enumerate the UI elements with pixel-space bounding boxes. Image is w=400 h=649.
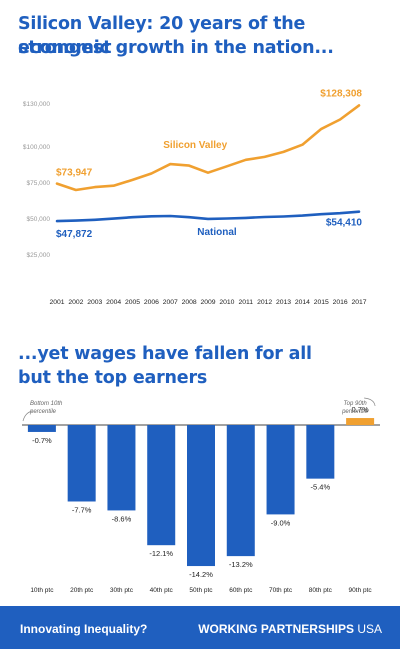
headline-bottom-line-2: but the top earners: [18, 368, 208, 388]
x-tick-label: 2008: [182, 299, 197, 306]
headline-top-line-1: Silicon Valley: 20 years of the stronges…: [18, 14, 306, 58]
annotation-text: percentile: [341, 409, 369, 415]
bar: [67, 425, 96, 502]
bar-value-label: -14.2%: [189, 570, 213, 579]
y-tick-label: $50,000: [27, 216, 51, 223]
bar: [27, 425, 56, 432]
category-label: 80th ptc: [309, 587, 333, 594]
bar: [187, 425, 215, 567]
headline-bottom-line-1: ...yet wages have fallen for all: [18, 344, 312, 364]
bar: [147, 425, 176, 546]
bar-value-label: -0.7%: [32, 436, 52, 445]
x-tick-label: 2011: [238, 299, 253, 306]
footer-brand-suffix: USA: [353, 622, 382, 636]
bar: [306, 425, 335, 479]
category-label: 30th ptc: [110, 587, 134, 594]
x-tick-label: 2009: [200, 299, 215, 306]
category-label: 60th ptc: [229, 587, 253, 594]
wage-change-bar-chart: -0.7% 10th ptc -7.7% 20th ptc -8.6% 30th ptc -…: [22, 397, 380, 594]
category-label: 90th ptc: [349, 587, 373, 594]
x-tick-label: 2005: [125, 299, 140, 306]
bar: [266, 425, 295, 515]
x-tick-label: 2012: [257, 299, 272, 306]
bar-value-label: -8.6%: [112, 514, 132, 523]
annotation-arrow: [22, 410, 33, 422]
x-tick-label: 2010: [219, 299, 234, 306]
x-tick-label: 2014: [295, 299, 310, 306]
silicon-valley-end-label: $128,308: [320, 88, 362, 99]
bar: [226, 425, 255, 557]
x-tick-label: 2006: [144, 299, 159, 306]
bar-value-label: 0.7%: [352, 405, 369, 414]
x-tick-label: 2016: [333, 299, 348, 306]
category-label: 20th ptc: [70, 587, 94, 594]
category-label: 40th ptc: [150, 587, 174, 594]
y-tick-label: $130,000: [23, 101, 50, 108]
bar-value-label: -7.7%: [72, 505, 92, 514]
national-line: [55, 210, 361, 223]
footer-bar: Innovating Inequality? WORKING PARTNERSH…: [0, 606, 400, 649]
x-tick-label: 2013: [276, 299, 291, 306]
bar-value-label: -5.4%: [311, 483, 331, 492]
footer-tagline: Innovating Inequality?: [20, 622, 148, 636]
bar-value-label: -12.1%: [149, 549, 173, 558]
footer-brand: WORKING PARTNERSHIPS USA: [198, 622, 382, 636]
annotation-arrow: [364, 397, 376, 407]
category-label: 70th ptc: [269, 587, 293, 594]
y-tick-label: $75,000: [27, 180, 51, 187]
income-line-chart: $25,000 $50,000 $75,000 $100,000 $130,000 200…: [23, 88, 367, 306]
annotation-text: Top 90th: [344, 401, 368, 407]
bar-value-label: -9.0%: [271, 518, 291, 527]
silicon-valley-series-label: Silicon Valley: [163, 140, 227, 151]
category-label: 50th ptc: [189, 587, 213, 594]
silicon-valley-start-label: $73,947: [56, 168, 93, 179]
annotation-text: Bottom 10th: [30, 401, 63, 407]
x-tick-label: 2002: [68, 299, 83, 306]
bar: [107, 425, 136, 511]
x-tick-label: 2003: [87, 299, 102, 306]
x-tick-label: 2007: [163, 299, 178, 306]
category-label: 10th ptc: [30, 587, 54, 594]
bar-value-label: -13.2%: [229, 560, 253, 569]
x-tick-label: 2004: [106, 299, 121, 306]
headline-top-line-2: economic growth in the nation...: [18, 38, 334, 58]
silicon-valley-line: [55, 104, 361, 192]
x-tick-label: 2015: [314, 299, 329, 306]
national-start-label: $47,872: [56, 229, 93, 240]
x-tick-label: 2001: [49, 299, 64, 306]
national-series-label: National: [197, 227, 237, 238]
x-tick-label: 2017: [351, 299, 366, 306]
footer-brand-name: WORKING PARTNERSHIPS: [198, 622, 354, 636]
national-end-label: $54,410: [326, 218, 363, 229]
bar: [346, 418, 375, 425]
y-tick-label: $25,000: [27, 252, 51, 259]
annotation-text: percentile: [29, 409, 57, 415]
y-tick-label: $100,000: [23, 144, 50, 151]
